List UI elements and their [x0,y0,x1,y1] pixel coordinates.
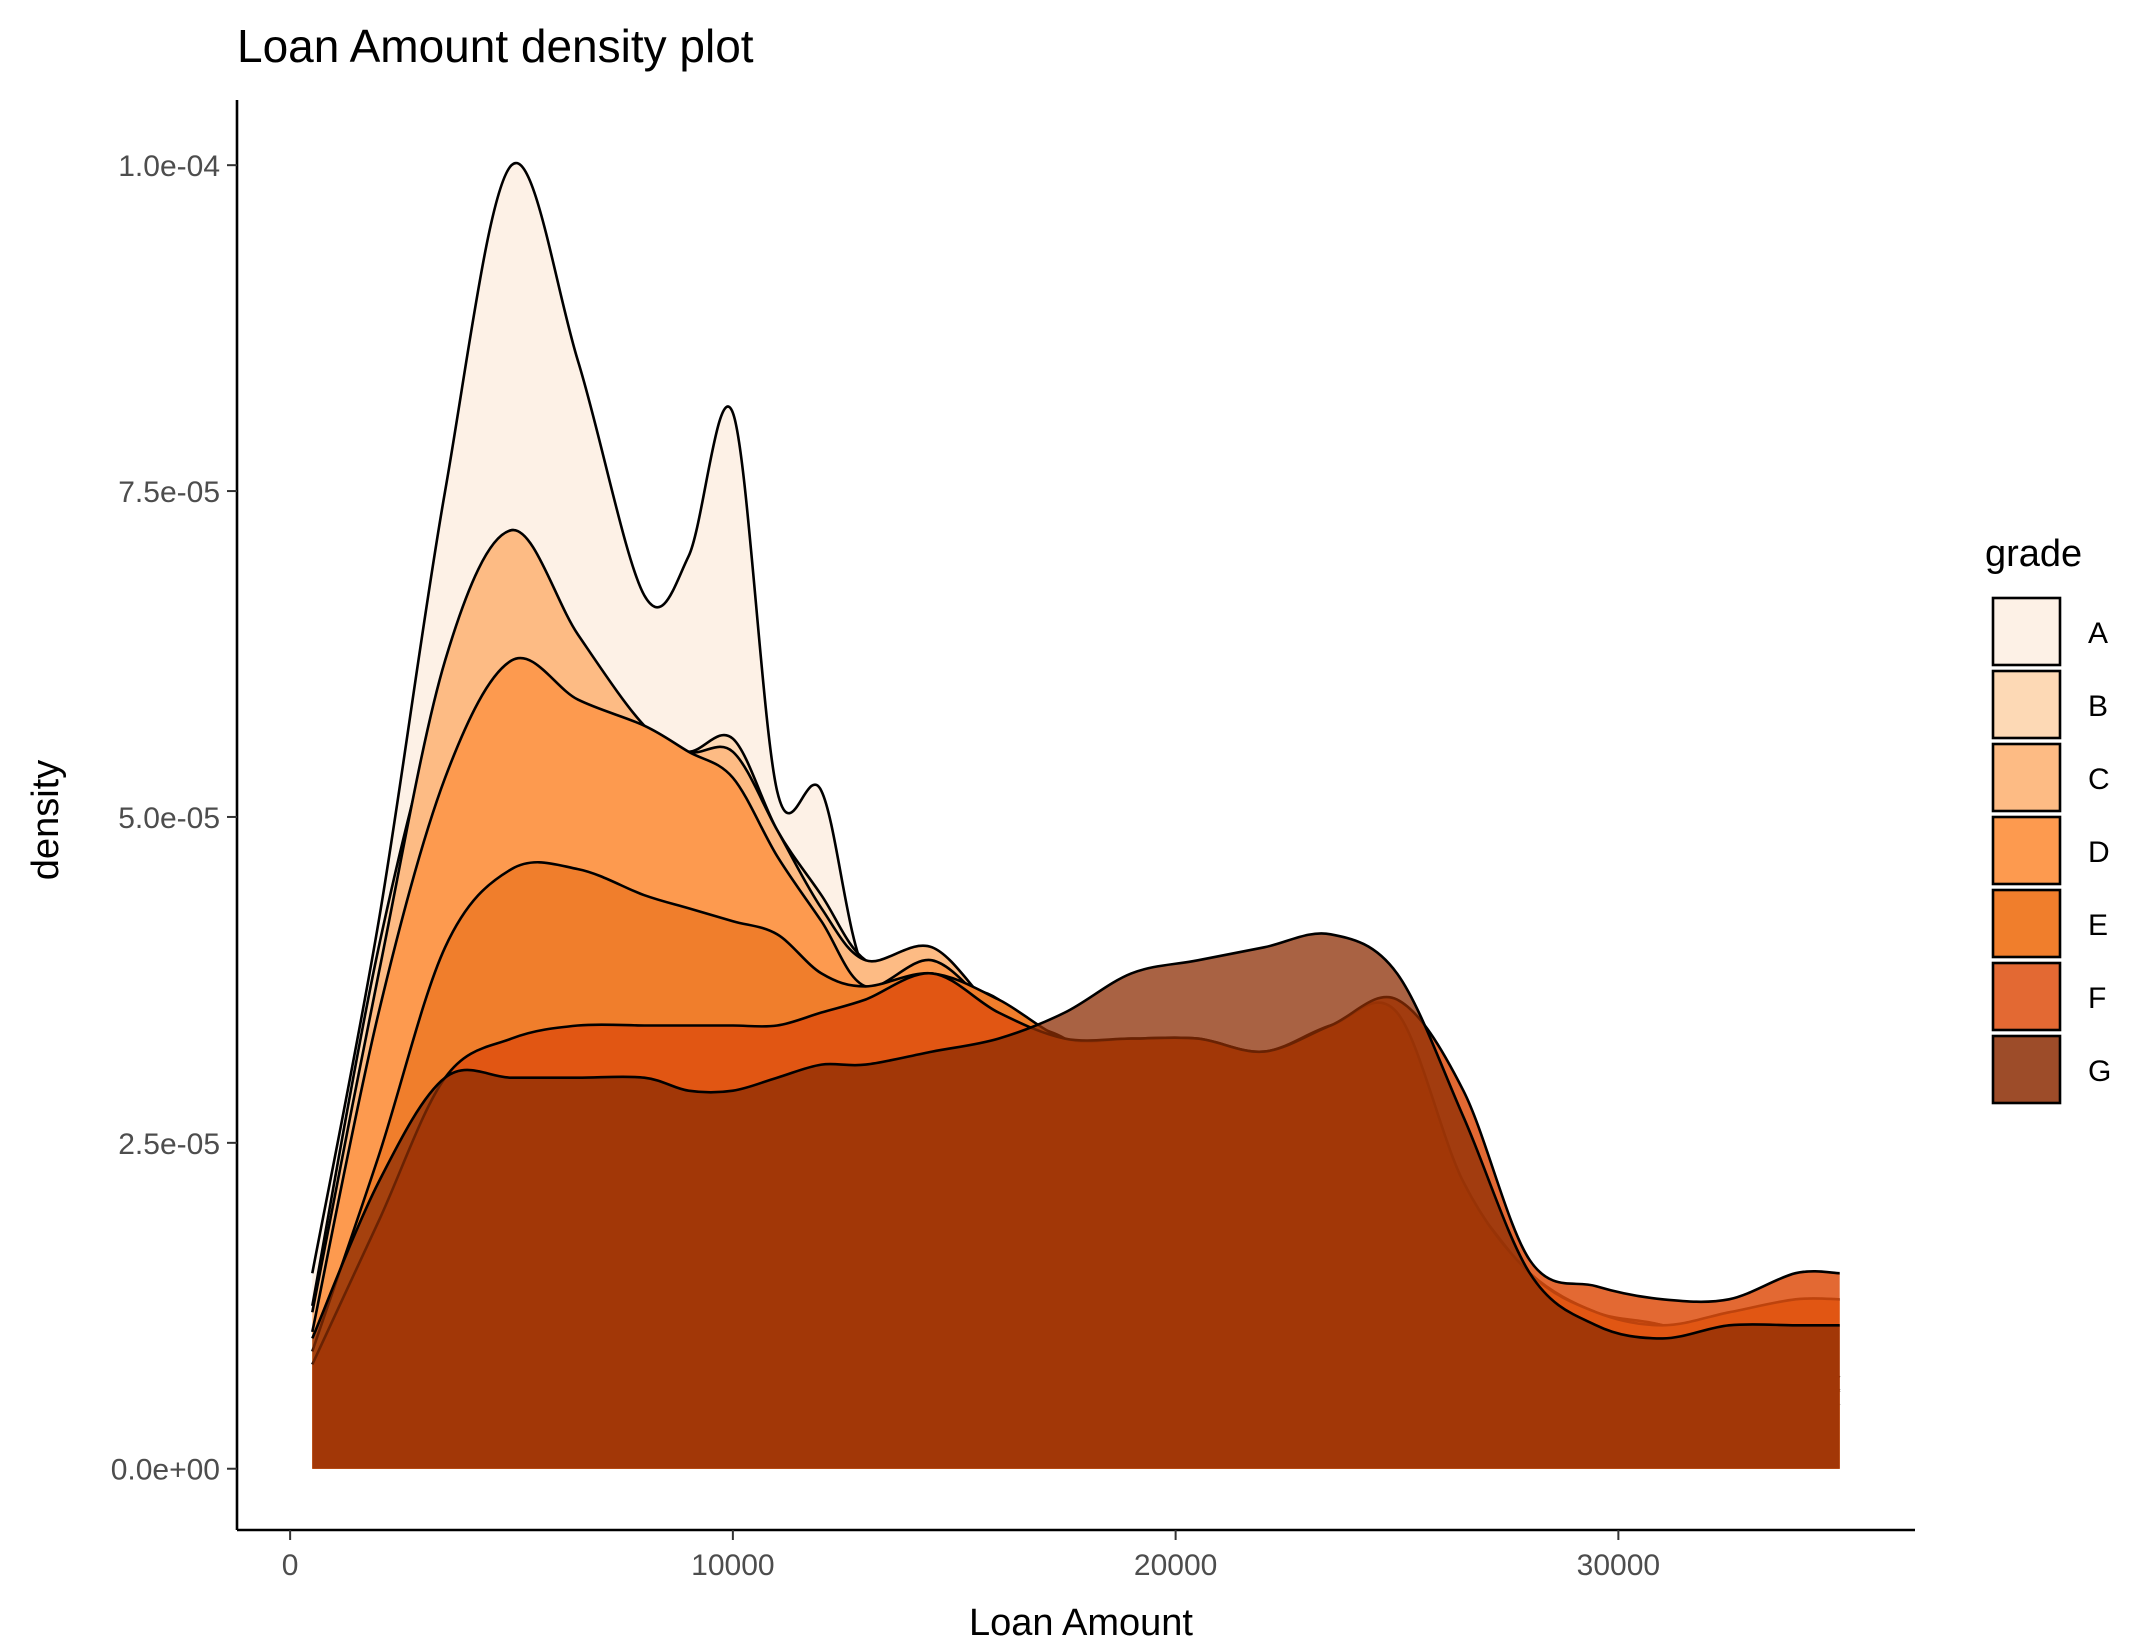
chart-title: Loan Amount density plot [237,20,754,72]
legend-label-C: C [2088,763,2110,796]
legend-key-G [1991,1034,2062,1105]
plot-area [311,161,1841,1469]
legend: grade A B C D E F G [1985,533,2111,1105]
y-tick-label: 7.5e-05 [118,476,220,509]
legend-key-B [1991,669,2062,740]
legend-label-A: A [2088,617,2108,650]
legend-label-B: B [2088,690,2108,723]
x-tick-label: 20000 [1134,1549,1217,1582]
y-tick-label: 5.0e-05 [118,802,220,835]
legend-key-E [1991,888,2062,959]
legend-key-D [1991,815,2062,886]
legend-title: grade [1985,533,2082,575]
legend-key-F [1991,961,2062,1032]
x-tick-label: 10000 [691,1549,774,1582]
legend-label-D: D [2088,836,2110,869]
legend-label-F: F [2088,982,2106,1015]
legend-label-E: E [2088,909,2108,942]
x-tick-label: 0 [282,1549,299,1582]
legend-key-C [1991,742,2062,813]
legend-label-G: G [2088,1055,2111,1088]
density-area-G [312,933,1840,1469]
x-tick-label: 30000 [1577,1549,1660,1582]
y-tick-label: 0.0e+00 [111,1454,220,1487]
density-line-G [311,932,1840,1340]
y-axis-title: density [25,760,67,880]
y-tick-label: 2.5e-05 [118,1128,220,1161]
y-tick-label: 1.0e-04 [118,150,220,183]
legend-key-A [1991,596,2062,667]
axes: 0 10000 20000 30000 0.0e+00 2.5e-05 5.0e-05 7.5… [111,100,1915,1582]
x-axis-title: Loan Amount [969,1602,1193,1644]
